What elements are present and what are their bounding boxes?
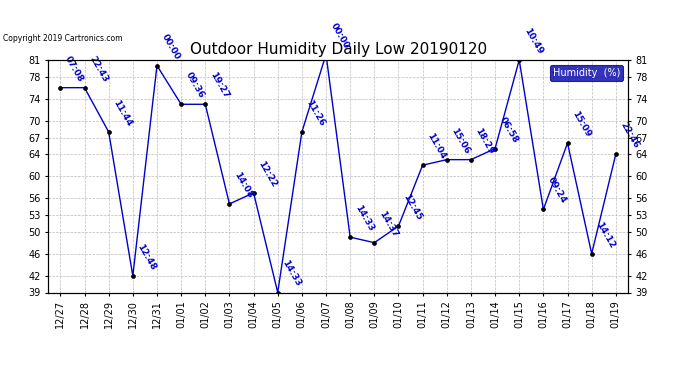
Text: 15:06: 15:06 bbox=[450, 126, 471, 156]
Point bbox=[79, 85, 90, 91]
Text: 14:33: 14:33 bbox=[281, 259, 303, 288]
Point bbox=[369, 240, 380, 246]
Point bbox=[393, 223, 404, 229]
Point bbox=[297, 129, 308, 135]
Text: 07:08: 07:08 bbox=[63, 54, 85, 84]
Point bbox=[417, 162, 428, 168]
Point bbox=[345, 234, 356, 240]
Text: 11:26: 11:26 bbox=[305, 99, 327, 128]
Text: 14:33: 14:33 bbox=[353, 204, 375, 233]
Point bbox=[104, 129, 115, 135]
Text: 18:29: 18:29 bbox=[474, 126, 496, 156]
Text: Copyright 2019 Cartronics.com: Copyright 2019 Cartronics.com bbox=[3, 34, 123, 43]
Text: 22:43: 22:43 bbox=[88, 54, 110, 84]
Text: 12:48: 12:48 bbox=[136, 242, 158, 272]
Text: 06:58: 06:58 bbox=[498, 115, 520, 144]
Text: 12:22: 12:22 bbox=[257, 159, 279, 189]
Point bbox=[55, 85, 66, 91]
Text: 14:12: 14:12 bbox=[595, 220, 617, 250]
Title: Outdoor Humidity Daily Low 20190120: Outdoor Humidity Daily Low 20190120 bbox=[190, 42, 486, 57]
Point bbox=[128, 273, 139, 279]
Text: 11:44: 11:44 bbox=[112, 98, 134, 128]
Text: 11:04: 11:04 bbox=[426, 132, 448, 161]
Point bbox=[152, 63, 163, 69]
Text: 22:46: 22:46 bbox=[619, 120, 641, 150]
Point bbox=[273, 290, 284, 296]
Point bbox=[200, 101, 211, 107]
Text: 09:36: 09:36 bbox=[184, 71, 206, 100]
Point bbox=[224, 201, 235, 207]
Point bbox=[466, 157, 477, 163]
Point bbox=[248, 190, 259, 196]
Text: 12:45: 12:45 bbox=[402, 192, 424, 222]
Text: 10:49: 10:49 bbox=[522, 26, 544, 56]
Text: 00:00: 00:00 bbox=[329, 21, 351, 50]
Legend: Humidity  (%): Humidity (%) bbox=[550, 65, 623, 81]
Text: 19:27: 19:27 bbox=[208, 70, 230, 100]
Text: 14:37: 14:37 bbox=[377, 209, 400, 238]
Point bbox=[490, 146, 501, 152]
Point bbox=[514, 57, 525, 63]
Point bbox=[321, 51, 332, 57]
Text: 00:00: 00:00 bbox=[160, 33, 181, 62]
Point bbox=[176, 101, 187, 107]
Point bbox=[442, 157, 453, 163]
Point bbox=[586, 251, 598, 257]
Point bbox=[611, 151, 622, 157]
Text: 15:09: 15:09 bbox=[571, 110, 593, 139]
Text: 14:08: 14:08 bbox=[233, 171, 255, 200]
Text: 09:24: 09:24 bbox=[546, 176, 569, 205]
Point bbox=[562, 140, 573, 146]
Point bbox=[538, 207, 549, 213]
